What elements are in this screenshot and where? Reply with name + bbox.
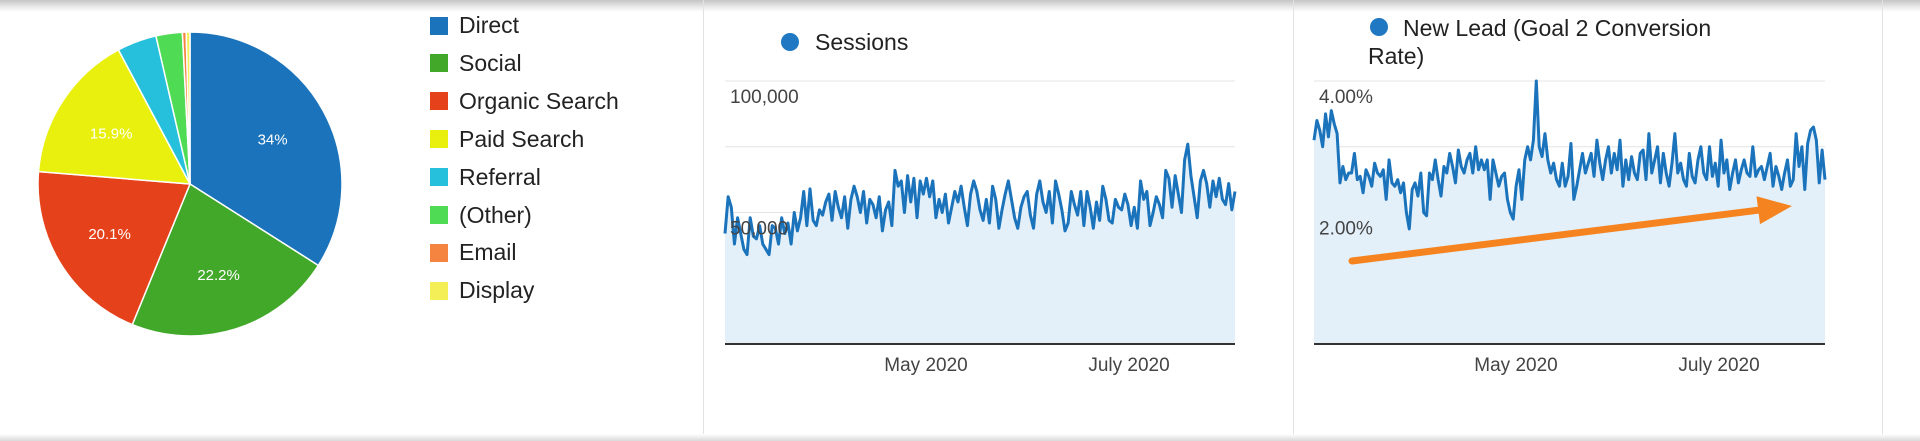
- legend-label-other: (Other): [459, 201, 532, 228]
- trend-arrow: [1348, 196, 1792, 265]
- top-edge-shadow: [0, 0, 1920, 12]
- trend-arrow-head: [1756, 196, 1792, 225]
- legend-swatch-organic-search: [430, 92, 448, 111]
- pie-slice-paid-search: [37, 48, 192, 185]
- pie-label-paid-search: 15.9%: [90, 125, 133, 142]
- legend-label-social: Social: [459, 49, 522, 76]
- pie-label-organic-search: 20.1%: [88, 226, 131, 243]
- legend-item-other[interactable]: (Other): [430, 202, 532, 229]
- pie-slice-social: [131, 182, 320, 337]
- traffic-source-pie-chart: 34% 22.2% 20.1% 15.9%: [37, 31, 343, 337]
- x-tick-label-1: May 2020: [884, 355, 967, 376]
- y-tick-label-1: 100,000: [730, 87, 799, 108]
- sessions-legend-dot: [781, 33, 799, 51]
- legend-swatch-referral: [430, 168, 448, 187]
- sessions-legend-label: Sessions: [815, 29, 909, 55]
- legend-label-direct: Direct: [459, 12, 520, 38]
- legend-label-paid-search: Paid Search: [459, 125, 585, 152]
- legend-label-organic-search: Organic Search: [459, 87, 619, 114]
- legend-item-display[interactable]: Display: [430, 277, 534, 304]
- conversion-rate-area-chart: 4.00% 2.00% May 2020 July 2020: [1312, 79, 1827, 376]
- y-tick-label-2: 2.00%: [1319, 219, 1373, 240]
- legend-label-display: Display: [459, 277, 535, 304]
- pie-label-social: 22.2%: [197, 267, 240, 284]
- series-line: [723, 142, 1237, 257]
- legend-item-email[interactable]: Email: [430, 239, 517, 266]
- conversion-legend-dot: [1370, 18, 1388, 36]
- legend-swatch-display: [430, 281, 448, 300]
- legend-swatch-other: [430, 206, 448, 224]
- sessions-area-chart: 100,000 50,000 May 2020 July 2020: [723, 80, 1237, 376]
- legend-item-paid-search[interactable]: Paid Search: [430, 126, 584, 153]
- panel-divider-3: [1882, 0, 1883, 441]
- y-tick-label-1: 4.00%: [1319, 87, 1373, 108]
- x-tick-label-2: July 2020: [1088, 355, 1169, 376]
- series-area-fill: [1314, 81, 1825, 344]
- legend-item-organic-search[interactable]: Organic Search: [430, 88, 619, 115]
- pie-slice-direct: [189, 31, 343, 267]
- x-tick-label-1: May 2020: [1474, 355, 1557, 376]
- pie-legend: Direct Social Organic Search Paid Search Ref…: [430, 12, 700, 312]
- legend-swatch-direct: [430, 16, 448, 35]
- pie-slice-display: [185, 31, 191, 185]
- panel-divider-1: [703, 0, 704, 441]
- pie-panel: 34% 22.2% 20.1% 15.9% Direct Social Organic S…: [0, 0, 703, 441]
- pie-slice-organic-search: [37, 170, 192, 326]
- panel-divider-2: [1293, 0, 1294, 441]
- conversion-legend-label: New Lead (Goal 2 Conversion Rate): [1368, 15, 1712, 69]
- legend-item-social[interactable]: Social: [430, 50, 522, 77]
- legend-swatch-email: [430, 243, 448, 262]
- legend-item-direct[interactable]: Direct: [430, 12, 519, 39]
- legend-item-referral[interactable]: Referral: [430, 164, 541, 191]
- conversion-panel: New Lead (Goal 2 Conversion Rate) 4.00% 2…: [1294, 0, 1882, 441]
- trend-arrow-shaft: [1348, 206, 1762, 265]
- y-tick-label-2: 50,000: [730, 219, 788, 240]
- series-line: [1312, 79, 1827, 231]
- x-tick-label-2: July 2020: [1678, 355, 1759, 376]
- sessions-panel: Sessions 100,000 50,000 May 2020 July 2020: [704, 0, 1292, 441]
- legend-label-email: Email: [459, 239, 517, 266]
- pie-label-direct: 34%: [258, 132, 288, 149]
- legend-swatch-paid-search: [430, 130, 448, 149]
- legend-label-referral: Referral: [459, 163, 541, 190]
- bottom-edge-shadow: [0, 434, 1920, 441]
- legend-swatch-social: [430, 54, 448, 73]
- series-area-fill: [725, 144, 1235, 344]
